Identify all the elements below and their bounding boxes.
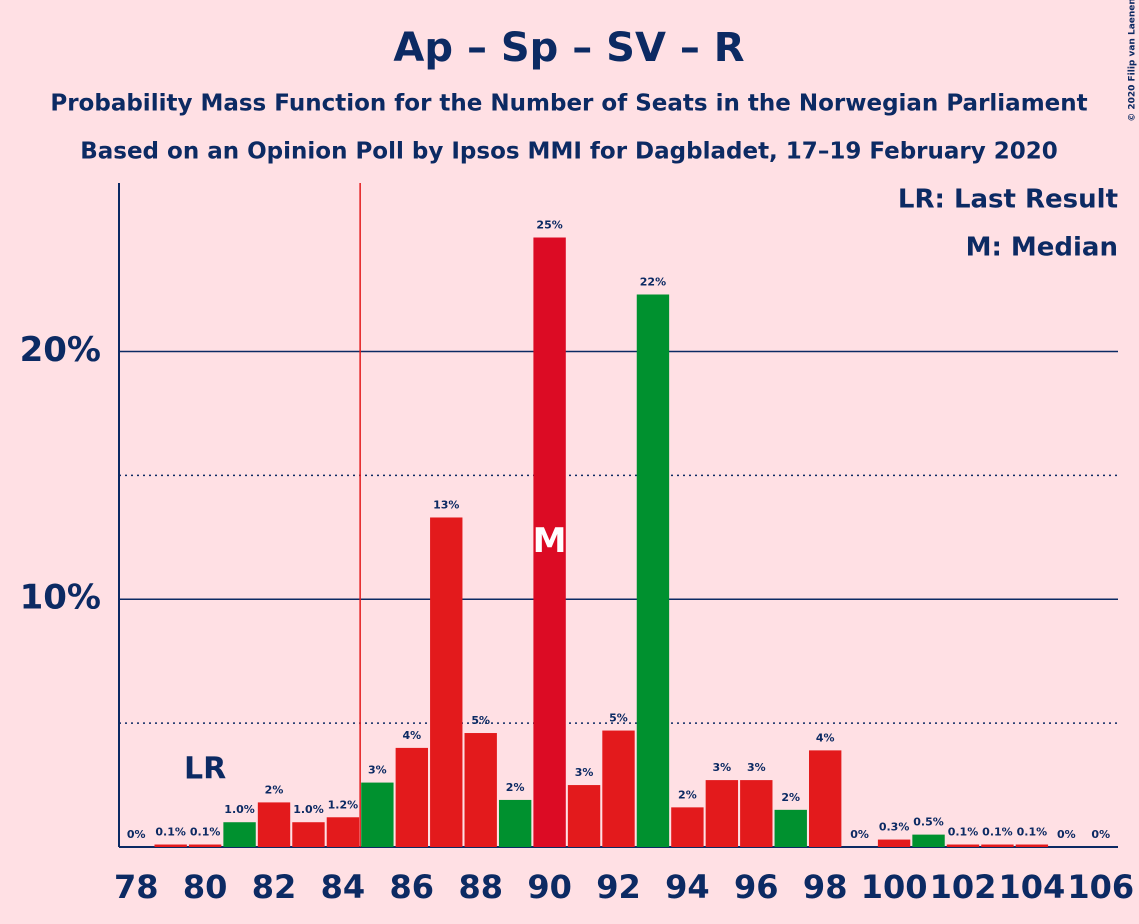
value-label: 25% xyxy=(536,219,562,232)
value-label: 0.5% xyxy=(913,816,944,829)
value-label: 5% xyxy=(471,714,490,727)
bar xyxy=(877,839,911,847)
legend-entry: LR: Last Result xyxy=(898,185,1118,215)
value-label: 0.1% xyxy=(155,826,186,839)
value-label: 4% xyxy=(402,729,421,742)
value-label: 5% xyxy=(609,712,628,725)
bar xyxy=(1015,844,1049,847)
bar xyxy=(361,782,394,847)
bar xyxy=(567,785,601,847)
y-tick-label: 20% xyxy=(20,330,101,370)
value-label: 0% xyxy=(850,828,869,841)
value-label: 3% xyxy=(747,761,766,774)
x-tick-label: 106 xyxy=(1067,868,1134,906)
value-label: 0% xyxy=(1091,828,1110,841)
median-label: M xyxy=(533,521,567,561)
chart-subtitle: Probability Mass Function for the Number… xyxy=(50,91,1087,117)
chart-subtitle: Based on an Opinion Poll by Ipsos MMI fo… xyxy=(80,139,1058,165)
x-tick-label: 96 xyxy=(734,868,779,906)
bar xyxy=(257,802,291,847)
value-label: 3% xyxy=(575,766,594,779)
x-tick-label: 94 xyxy=(665,868,710,906)
value-label: 0.1% xyxy=(190,826,221,839)
bar xyxy=(705,780,739,847)
value-label: 4% xyxy=(816,731,835,744)
bar xyxy=(223,822,256,847)
bar xyxy=(671,807,704,847)
x-tick-label: 78 xyxy=(114,868,159,906)
x-tick-label: 84 xyxy=(321,868,366,906)
bar xyxy=(533,237,566,848)
x-tick-label: 102 xyxy=(930,868,997,906)
x-tick-label: 92 xyxy=(596,868,641,906)
value-label: 0.1% xyxy=(1017,826,1048,839)
bar xyxy=(740,780,773,847)
x-tick-label: 88 xyxy=(458,868,503,906)
value-label: 2% xyxy=(781,791,800,804)
bar xyxy=(774,809,807,847)
bar xyxy=(981,844,1014,847)
bar xyxy=(395,747,429,847)
value-label: 1.0% xyxy=(224,803,255,816)
bar xyxy=(636,294,670,847)
value-label: 3% xyxy=(713,761,732,774)
copyright: © 2020 Filip van Laenen xyxy=(1128,0,1138,122)
bar xyxy=(946,844,980,847)
bar xyxy=(154,844,187,847)
bar xyxy=(912,834,945,847)
value-label: 1.2% xyxy=(328,798,359,811)
value-label: 1.0% xyxy=(293,803,324,816)
value-label: 0.3% xyxy=(879,821,910,834)
bar xyxy=(430,517,463,847)
x-tick-label: 82 xyxy=(252,868,297,906)
value-label: 22% xyxy=(640,275,666,288)
legend-entry: M: Median xyxy=(966,233,1118,263)
bar xyxy=(602,730,635,847)
y-tick-label: 10% xyxy=(20,578,101,618)
x-tick-label: 100 xyxy=(861,868,928,906)
x-tick-label: 104 xyxy=(998,868,1065,906)
chart-title: Ap – Sp – SV – R xyxy=(393,25,744,71)
bar xyxy=(464,733,497,847)
value-label: 13% xyxy=(433,498,459,511)
x-tick-label: 86 xyxy=(390,868,435,906)
value-label: 0.1% xyxy=(982,826,1013,839)
bar xyxy=(188,844,222,847)
x-tick-label: 90 xyxy=(527,868,572,906)
x-tick-label: 98 xyxy=(803,868,848,906)
bar xyxy=(326,817,360,847)
last-result-label: LR xyxy=(184,752,226,787)
value-label: 0% xyxy=(127,828,146,841)
value-label: 3% xyxy=(368,764,387,777)
x-tick-label: 80 xyxy=(183,868,228,906)
bar xyxy=(498,799,532,847)
value-label: 0% xyxy=(1057,828,1076,841)
value-label: 2% xyxy=(265,783,284,796)
value-label: 2% xyxy=(506,781,525,794)
value-label: 0.1% xyxy=(948,826,979,839)
value-label: 2% xyxy=(678,788,697,801)
bar xyxy=(292,822,325,847)
bar xyxy=(808,750,842,847)
